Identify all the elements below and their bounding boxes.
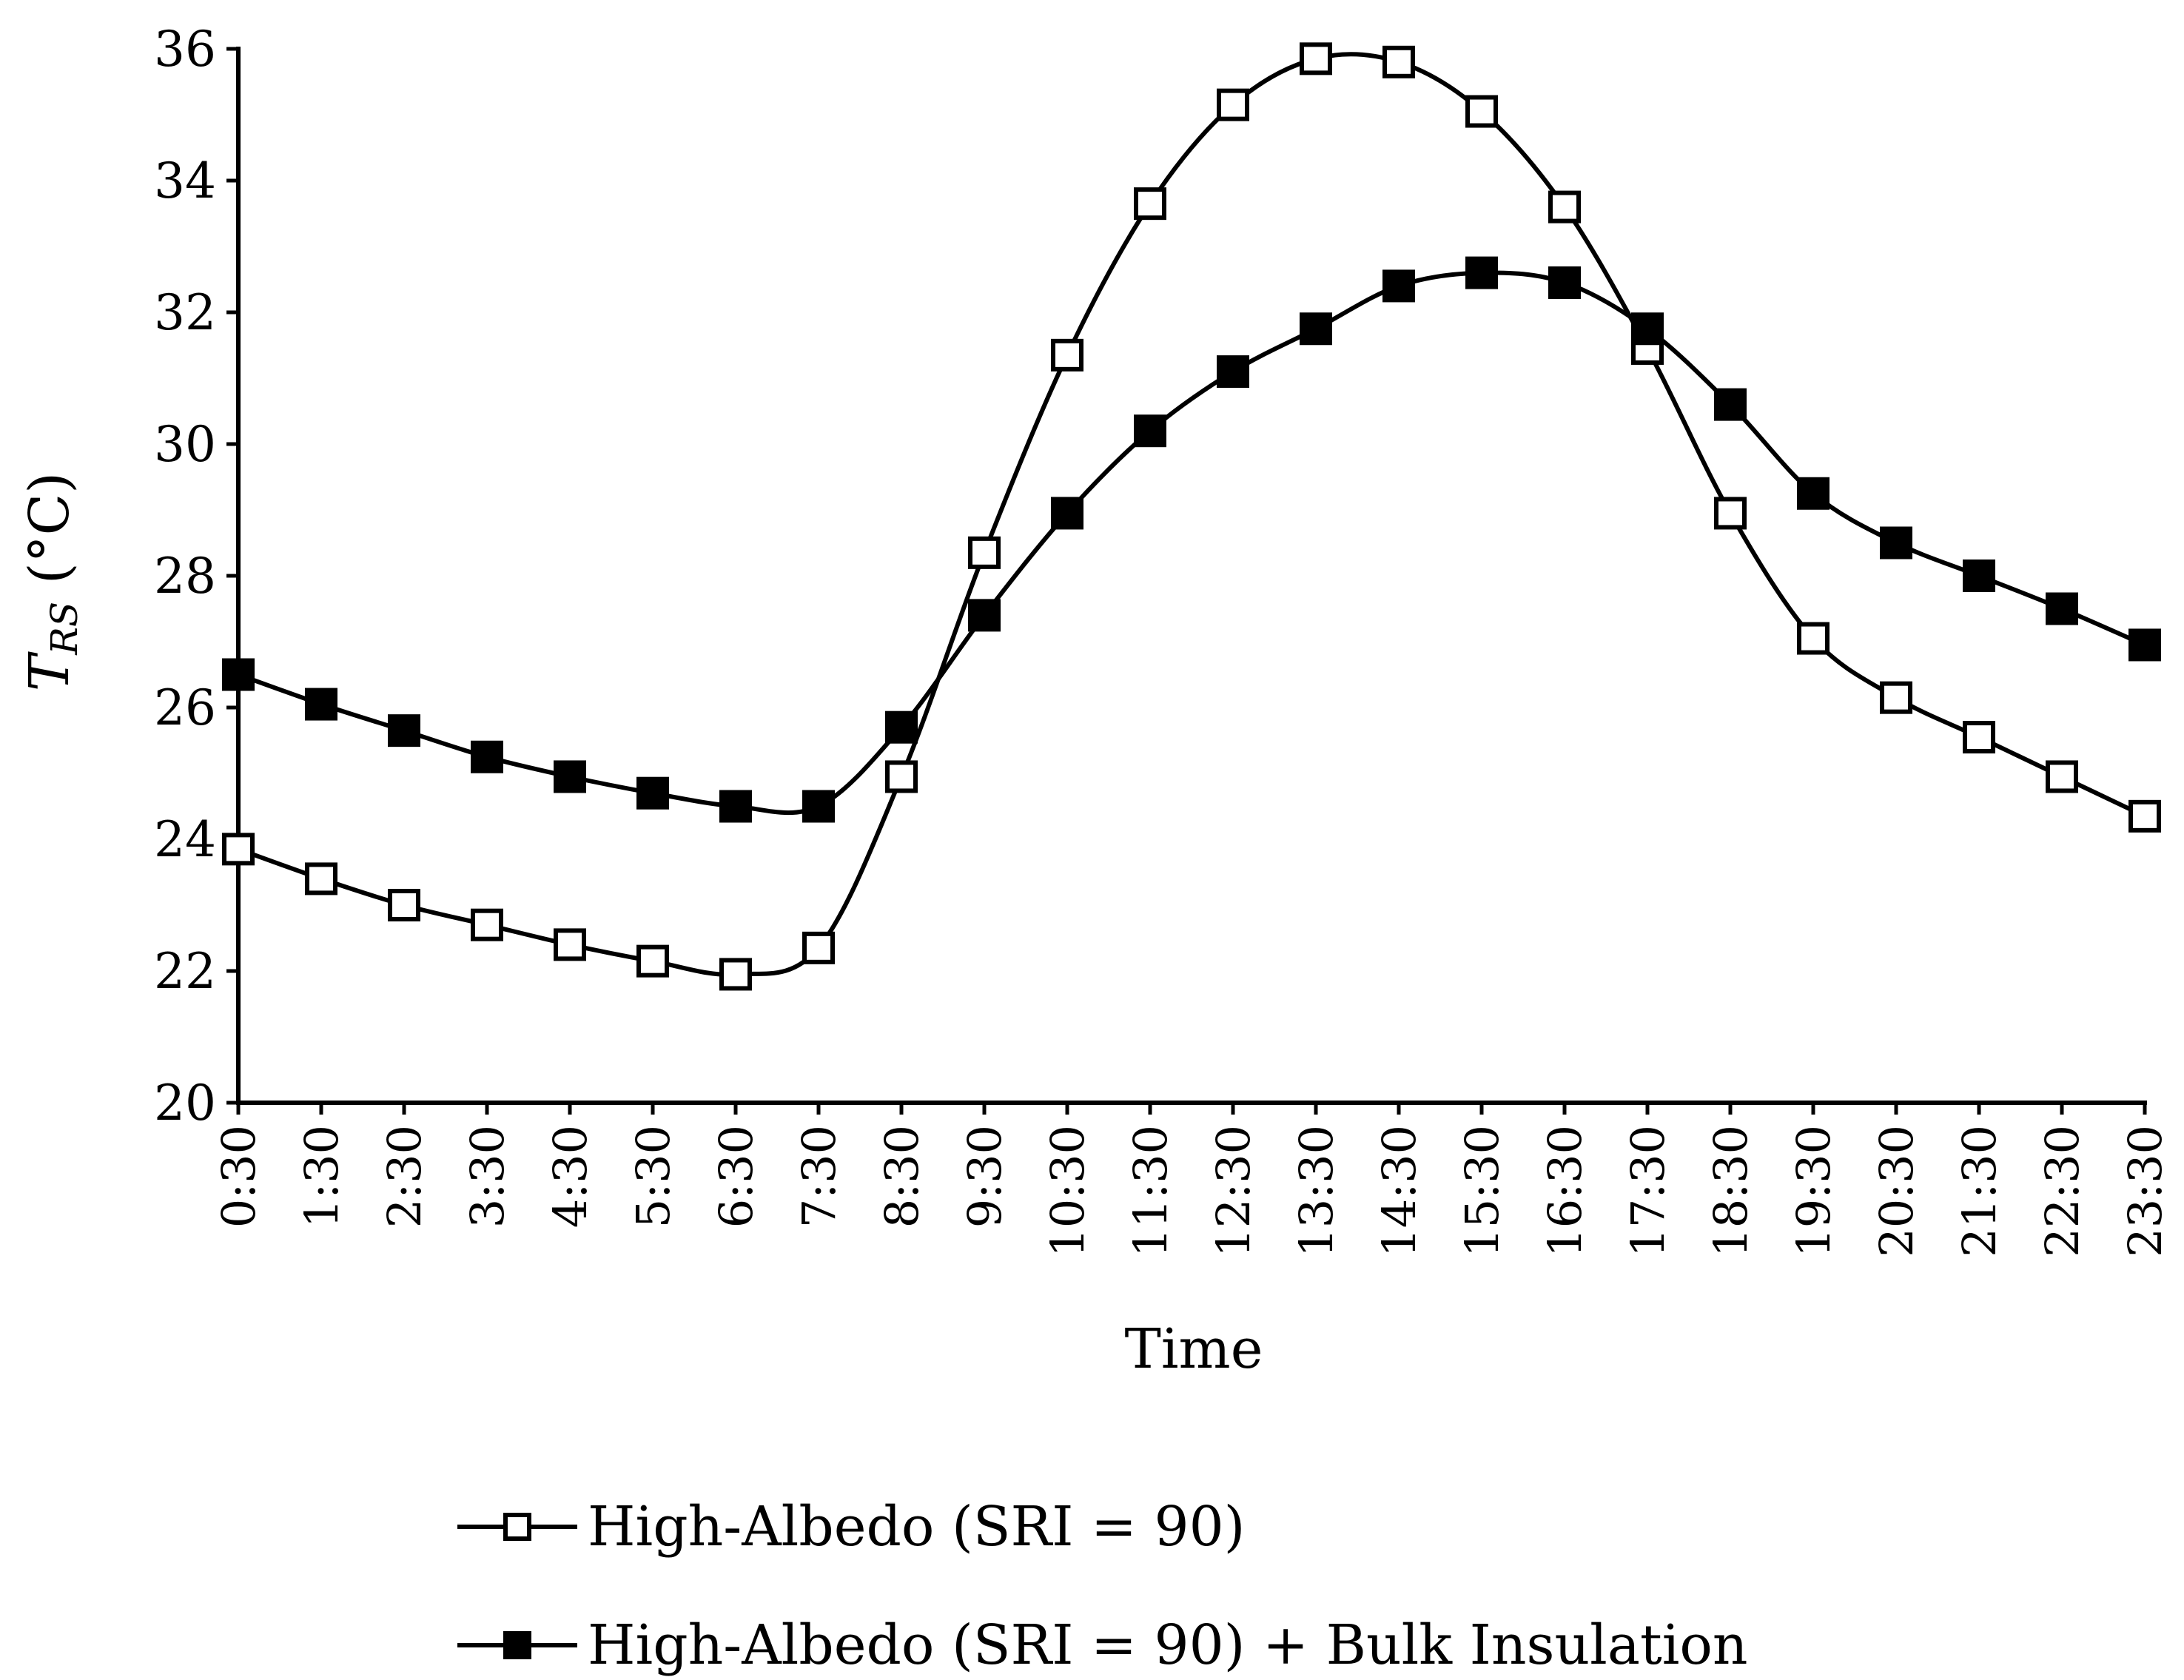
x-tick-label: 9:30 (958, 1125, 1012, 1228)
x-axis-title: Time (1125, 1317, 1263, 1381)
data-point (305, 862, 337, 896)
x-tick-label: 13:30 (1289, 1125, 1343, 1257)
data-point (1797, 477, 1829, 510)
data-point (1714, 497, 1747, 530)
x-tick-label: 8:30 (875, 1125, 929, 1228)
data-point (1797, 622, 1829, 655)
x-tick-label: 19:30 (1787, 1125, 1841, 1257)
data-point (222, 833, 255, 866)
legend-item-high-albedo: High-Albedo (SRI = 90) (457, 1495, 1246, 1559)
data-point (554, 928, 586, 961)
data-point (388, 714, 420, 747)
legend-label-high-albedo: High-Albedo (SRI = 90) (588, 1495, 1246, 1559)
data-point (305, 688, 337, 721)
data-point (636, 944, 669, 978)
plot-area (222, 42, 2161, 991)
y-tick-label: 30 (154, 416, 216, 473)
y-tick-label: 32 (154, 284, 216, 341)
y-axis-title-subscript: RS (43, 602, 86, 656)
y-tick-label: 36 (154, 21, 216, 78)
x-tick-label: 4:30 (543, 1125, 597, 1228)
data-point (1548, 190, 1581, 224)
data-point (1714, 388, 1747, 421)
data-point (1134, 414, 1166, 448)
data-point (222, 658, 255, 691)
legend-marker-open-square (503, 1513, 531, 1541)
data-point (968, 599, 1001, 632)
x-tick-label: 23:30 (2118, 1125, 2172, 1257)
data-point (802, 931, 835, 964)
y-tick-label: 26 (154, 679, 216, 736)
series-line (237, 52, 2146, 977)
y-tick-label: 22 (154, 943, 216, 1000)
legend: High-Albedo (SRI = 90) High-Albedo (SRI … (457, 1495, 1748, 1677)
y-axis-title-symbol: T (18, 651, 81, 691)
data-point (636, 776, 669, 810)
x-tick-label: 14:30 (1372, 1125, 1426, 1257)
x-tick-label: 0:30 (212, 1125, 266, 1228)
data-point (2046, 592, 2078, 625)
data-point (388, 889, 420, 921)
data-point (554, 760, 586, 793)
axes: 20 22 24 26 28 30 32 34 36 0:30 1:30 2:30 3:30 4:30 5:… (154, 21, 2172, 1257)
legend-marker-filled-square (503, 1631, 531, 1659)
data-point (1051, 338, 1083, 372)
x-tick-label: 1:30 (295, 1125, 349, 1228)
x-tick-label: 12:30 (1206, 1125, 1260, 1257)
data-point (1300, 42, 1332, 75)
data-point (1963, 721, 1995, 754)
x-tick-label: 17:30 (1621, 1125, 1675, 1257)
x-tick-label: 5:30 (626, 1125, 680, 1228)
data-point (2128, 628, 2161, 662)
x-tick-label: 2:30 (377, 1125, 431, 1228)
series-high-albedo (222, 42, 2161, 991)
data-point (1382, 45, 1415, 78)
data-point (471, 908, 503, 941)
data-point (1963, 560, 1995, 592)
data-point (1880, 681, 1912, 714)
data-point (1548, 266, 1581, 299)
x-tick-label: 10:30 (1041, 1125, 1095, 1257)
data-point (1217, 355, 1249, 389)
data-point (719, 958, 752, 991)
data-point (471, 740, 503, 773)
data-point (719, 790, 752, 823)
data-point (2128, 799, 2161, 833)
y-axis-title-unit: (°C) (18, 472, 81, 602)
x-tick-label: 20:30 (1869, 1125, 1923, 1257)
data-point (1465, 95, 1498, 128)
x-tick-label: 18:30 (1704, 1125, 1758, 1257)
y-tick-label: 20 (154, 1075, 216, 1132)
x-tick-label: 11:30 (1123, 1125, 1177, 1257)
y-axis-title: TRS (°C) (18, 472, 86, 691)
y-tick-label: 24 (154, 811, 216, 868)
legend-label-bulk-insulation: High-Albedo (SRI = 90) + Bulk Insulation (588, 1613, 1748, 1677)
series-line (237, 270, 2146, 816)
data-point (1217, 88, 1249, 121)
data-point (1880, 526, 1912, 560)
data-point (1631, 312, 1664, 346)
x-tick-label: 21:30 (1952, 1125, 2006, 1257)
data-point (885, 760, 918, 793)
data-point (1134, 187, 1166, 221)
x-tick-label: 22:30 (2035, 1125, 2089, 1257)
data-point (885, 710, 918, 744)
data-point (2046, 760, 2078, 793)
data-point (1051, 497, 1083, 530)
y-tick-label: 34 (154, 152, 216, 209)
x-tick-label: 15:30 (1455, 1125, 1509, 1257)
x-tick-label: 6:30 (709, 1125, 763, 1228)
x-tick-label: 3:30 (460, 1125, 514, 1228)
data-point (1465, 256, 1498, 289)
legend-item-bulk-insulation: High-Albedo (SRI = 90) + Bulk Insulation (457, 1613, 1748, 1677)
y-tick-label: 28 (154, 548, 216, 605)
data-point (1300, 312, 1332, 346)
x-tick-label: 16:30 (1538, 1125, 1592, 1257)
data-point (968, 536, 1001, 569)
data-point (802, 790, 835, 823)
data-point (1382, 269, 1415, 303)
x-tick-label: 7:30 (792, 1125, 846, 1228)
series-bulk-insulation (222, 256, 2161, 823)
